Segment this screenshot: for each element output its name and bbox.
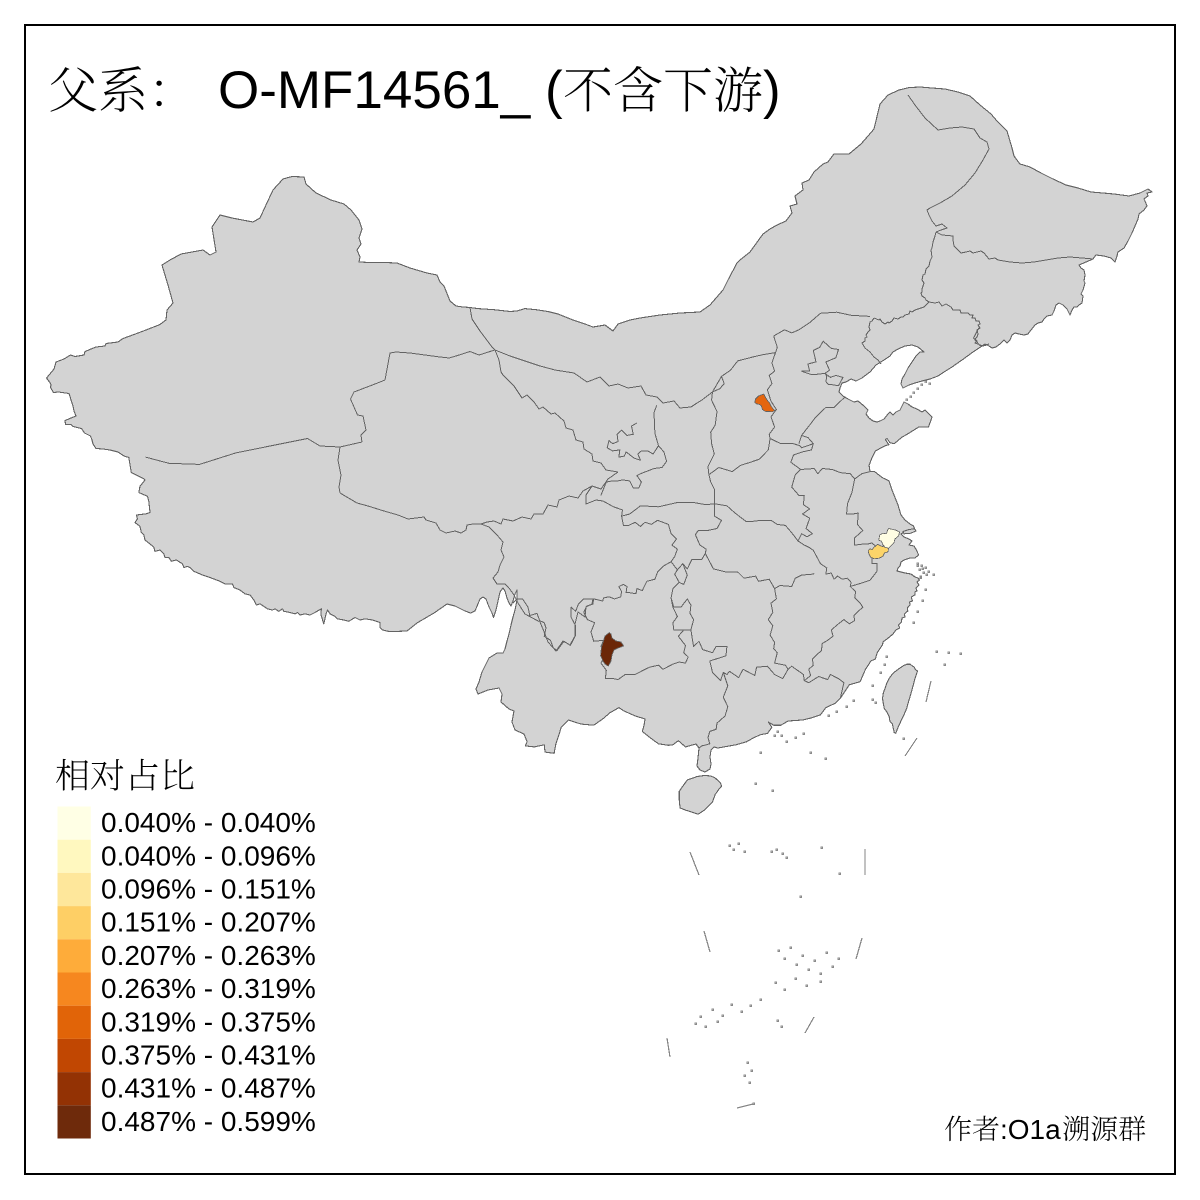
- svg-text:0.040% - 0.096%: 0.040% - 0.096%: [101, 840, 316, 871]
- svg-text:0.263% - 0.319%: 0.263% - 0.319%: [101, 973, 316, 1004]
- svg-text:0.375% - 0.431%: 0.375% - 0.431%: [101, 1040, 316, 1071]
- svg-text:0.151% - 0.207%: 0.151% - 0.207%: [101, 907, 316, 938]
- svg-text:0.096% - 0.151%: 0.096% - 0.151%: [101, 874, 316, 905]
- svg-text:0.207% - 0.263%: 0.207% - 0.263%: [101, 940, 316, 971]
- svg-text::O1a: :O1a: [1000, 1114, 1061, 1145]
- svg-text:0.431% - 0.487%: 0.431% - 0.487%: [101, 1073, 316, 1104]
- svg-text:O-MF14561_ (: O-MF14561_ (: [218, 61, 563, 120]
- svg-text:0.040% - 0.040%: 0.040% - 0.040%: [101, 807, 316, 838]
- svg-text:0.487% - 0.599%: 0.487% - 0.599%: [101, 1106, 316, 1137]
- svg-text:0.319% - 0.375%: 0.319% - 0.375%: [101, 1006, 316, 1037]
- svg-text:): ): [763, 61, 781, 120]
